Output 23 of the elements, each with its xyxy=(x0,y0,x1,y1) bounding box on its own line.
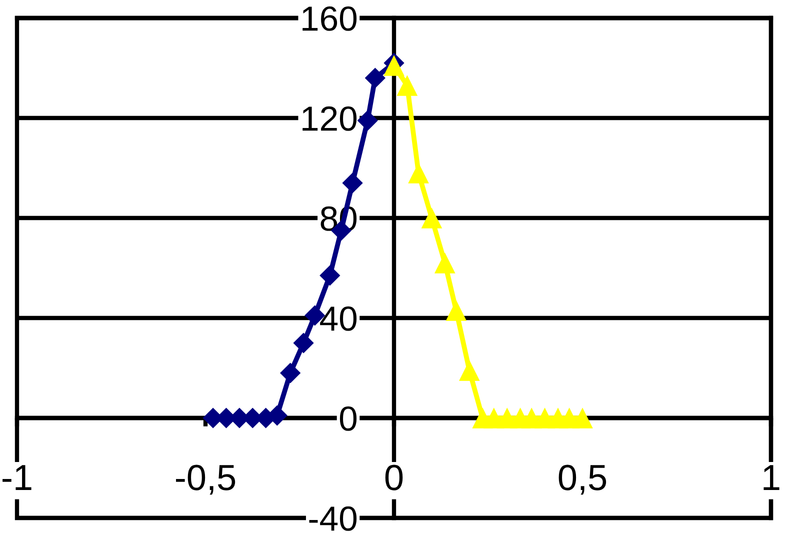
y-tick-label: -40 xyxy=(309,506,357,531)
y-tick-label: 0 xyxy=(340,406,357,431)
point xyxy=(357,110,378,131)
y-tick-label: 120 xyxy=(302,106,357,131)
point xyxy=(434,252,456,274)
x-tick-label: -0,5 xyxy=(176,464,236,495)
x-tick-label: 0 xyxy=(385,464,403,490)
point xyxy=(458,360,480,381)
point xyxy=(421,208,442,228)
x-tick-label: -1 xyxy=(2,465,32,490)
x-tick-label: 1 xyxy=(764,465,780,490)
point xyxy=(364,68,386,88)
point xyxy=(408,162,429,184)
y-tick-label: 40 xyxy=(320,306,357,331)
point xyxy=(396,75,418,96)
x-tick-label: 0,5 xyxy=(558,464,606,495)
point xyxy=(342,172,363,194)
point xyxy=(280,362,301,384)
y-tick-label: 160 xyxy=(302,6,357,31)
point xyxy=(446,300,467,321)
point xyxy=(293,332,314,354)
point xyxy=(572,408,593,428)
point xyxy=(320,265,340,286)
